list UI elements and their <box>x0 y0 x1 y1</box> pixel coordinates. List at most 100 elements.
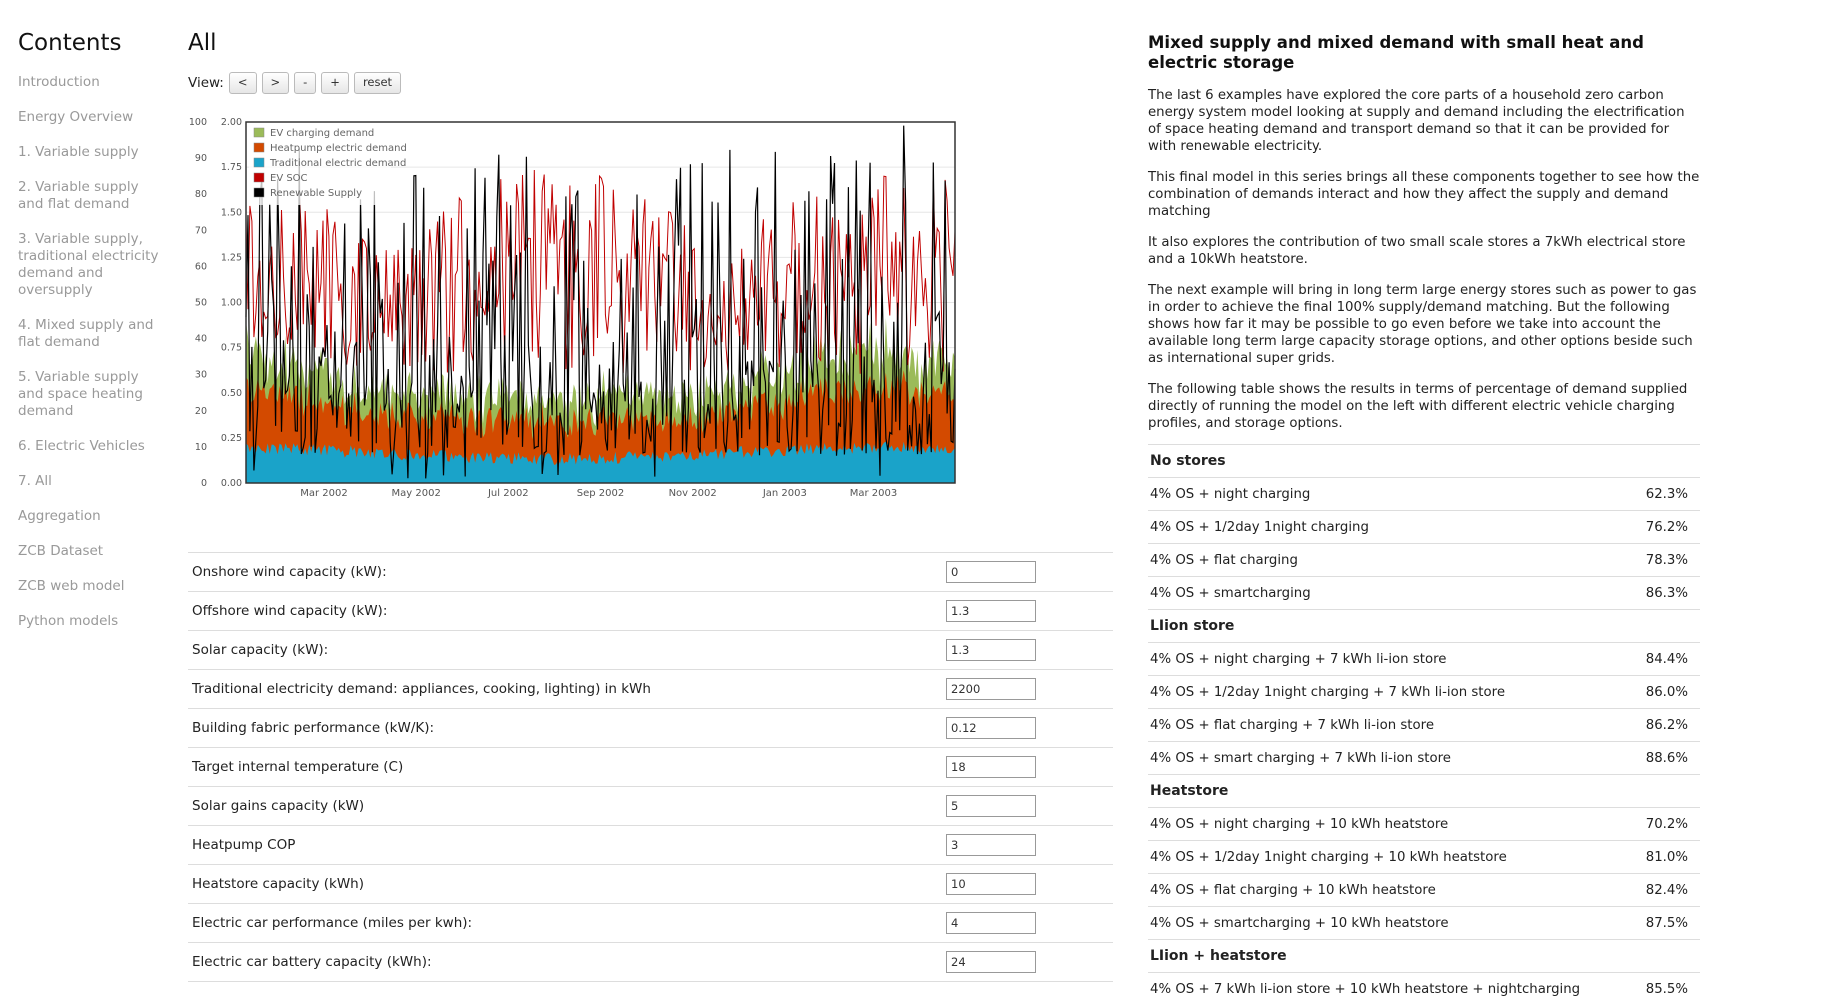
results-scenario: 4% OS + flat charging + 7 kWh li-ion sto… <box>1148 709 1637 742</box>
description-panel: Mixed supply and mixed demand with small… <box>1148 33 1700 1005</box>
results-scenario: 4% OS + night charging + 10 kWh heatstor… <box>1148 808 1637 841</box>
sidebar: Contents Introduction Energy Overview 1. V… <box>18 30 168 648</box>
x-tick-label: Nov 2002 <box>669 488 717 499</box>
sidebar-item[interactable]: Introduction <box>18 74 168 91</box>
input-field[interactable] <box>946 639 1036 661</box>
x-tick-label: May 2002 <box>392 488 441 499</box>
results-group-row: No stores <box>1148 445 1700 478</box>
sidebar-item[interactable]: 5. Variable supply and space heating dem… <box>18 369 168 420</box>
results-scenario: 4% OS + smart charging + 7 kWh li-ion st… <box>1148 742 1637 775</box>
results-group-label: LIion store <box>1148 610 1700 643</box>
legend-label: Renewable Supply <box>270 188 362 199</box>
input-label: Heatstore capacity (kWh) <box>192 876 364 892</box>
results-row: 4% OS + 1/2day 1night charging + 10 kWh … <box>1148 841 1700 874</box>
y-right-tick-label: 1.50 <box>221 207 242 218</box>
input-field[interactable] <box>946 873 1036 895</box>
results-scenario: 4% OS + 1/2day 1night charging + 7 kWh l… <box>1148 676 1637 709</box>
sidebar-item[interactable]: ZCB web model <box>18 578 168 595</box>
results-row: 4% OS + flat charging + 10 kWh heatstore… <box>1148 874 1700 907</box>
results-value: 82.4% <box>1637 874 1700 907</box>
y-left-tick-label: 100 <box>189 117 207 128</box>
input-row: Offshore wind capacity (kW): <box>188 592 1113 631</box>
input-row: Solar gains capacity (kW) <box>188 787 1113 826</box>
results-row: 4% OS + night charging + 7 kWh li-ion st… <box>1148 643 1700 676</box>
y-left-tick-label: 40 <box>195 334 207 345</box>
input-row: Traditional electricity demand: applianc… <box>188 670 1113 709</box>
y-right-tick-label: 0.00 <box>221 478 242 489</box>
results-value: 88.6% <box>1637 742 1700 775</box>
view-label: View: <box>188 75 224 91</box>
sidebar-item[interactable]: 6. Electric Vehicles <box>18 438 168 455</box>
pan-right-button[interactable]: > <box>262 72 290 94</box>
results-value: 81.0% <box>1637 841 1700 874</box>
input-field[interactable] <box>946 834 1036 856</box>
input-field[interactable] <box>946 912 1036 934</box>
pan-left-button[interactable]: < <box>229 72 257 94</box>
results-scenario: 4% OS + night charging <box>1148 478 1637 511</box>
input-row: Electric car performance (miles per kwh)… <box>188 904 1113 943</box>
y-left-tick-label: 90 <box>195 153 207 164</box>
y-right-tick-label: 1.00 <box>221 298 242 309</box>
y-left-tick-label: 60 <box>195 261 207 272</box>
results-value: 76.2% <box>1637 511 1700 544</box>
input-field[interactable] <box>946 717 1036 739</box>
input-label: Solar gains capacity (kW) <box>192 798 364 814</box>
sidebar-item[interactable]: 4. Mixed supply and flat demand <box>18 317 168 351</box>
input-label: Onshore wind capacity (kW): <box>192 564 387 580</box>
results-value: 70.2% <box>1637 808 1700 841</box>
y-right-tick-label: 2.00 <box>221 117 242 128</box>
results-value: 85.5% <box>1637 973 1700 1005</box>
sidebar-item[interactable]: 1. Variable supply <box>18 144 168 161</box>
description-text: The last 6 examples have explored the co… <box>1148 87 1700 432</box>
sidebar-item[interactable]: 2. Variable supply and flat demand <box>18 179 168 213</box>
page-title: All <box>188 30 1113 56</box>
x-tick-label: Sep 2002 <box>577 488 624 499</box>
zoom-out-button[interactable]: - <box>294 72 316 94</box>
results-value: 62.3% <box>1637 478 1700 511</box>
view-controls: View: < > - + reset <box>188 72 1113 94</box>
legend-swatch <box>254 158 264 167</box>
results-value: 86.2% <box>1637 709 1700 742</box>
sidebar-item[interactable]: 7. All <box>18 473 168 490</box>
input-field[interactable] <box>946 795 1036 817</box>
paragraph: It also explores the contribution of two… <box>1148 234 1700 268</box>
results-row: 4% OS + smartcharging + 10 kWh heatstore… <box>1148 907 1700 940</box>
zoom-in-button[interactable]: + <box>321 72 349 94</box>
input-field[interactable] <box>946 678 1036 700</box>
legend-swatch <box>254 128 264 137</box>
y-right-tick-label: 0.50 <box>221 388 242 399</box>
x-tick-label: Jul 2002 <box>487 488 529 499</box>
sidebar-item[interactable]: Energy Overview <box>18 109 168 126</box>
paragraph: The last 6 examples have explored the co… <box>1148 87 1700 155</box>
sidebar-nav: Introduction Energy Overview 1. Variable s… <box>18 74 168 630</box>
y-left-tick-label: 20 <box>195 406 207 417</box>
sidebar-item[interactable]: Python models <box>18 613 168 630</box>
input-field[interactable] <box>946 600 1036 622</box>
results-value: 86.3% <box>1637 577 1700 610</box>
legend-label: EV SOC <box>270 173 308 184</box>
input-field[interactable] <box>946 756 1036 778</box>
input-field[interactable] <box>946 561 1036 583</box>
energy-chart[interactable]: 01020304050607080901000.000.250.500.751.… <box>188 102 1113 552</box>
reset-button[interactable]: reset <box>354 72 401 94</box>
input-table: Onshore wind capacity (kW): Offshore wind… <box>188 552 1113 982</box>
results-scenario: 4% OS + smartcharging <box>1148 577 1637 610</box>
input-label: Traditional electricity demand: applianc… <box>192 681 651 697</box>
results-group-label: Heatstore <box>1148 775 1700 808</box>
x-tick-label: Mar 2002 <box>300 488 348 499</box>
legend-label: Heatpump electric demand <box>270 143 407 154</box>
sidebar-item[interactable]: Aggregation <box>18 508 168 525</box>
x-tick-label: Mar 2003 <box>850 488 898 499</box>
results-group-label: No stores <box>1148 445 1700 478</box>
sidebar-title: Contents <box>18 30 168 56</box>
sidebar-item[interactable]: 3. Variable supply, traditional electric… <box>18 231 168 299</box>
input-field[interactable] <box>946 951 1036 973</box>
sidebar-item[interactable]: ZCB Dataset <box>18 543 168 560</box>
y-right-tick-label: 1.25 <box>221 252 242 263</box>
y-left-tick-label: 70 <box>195 225 207 236</box>
